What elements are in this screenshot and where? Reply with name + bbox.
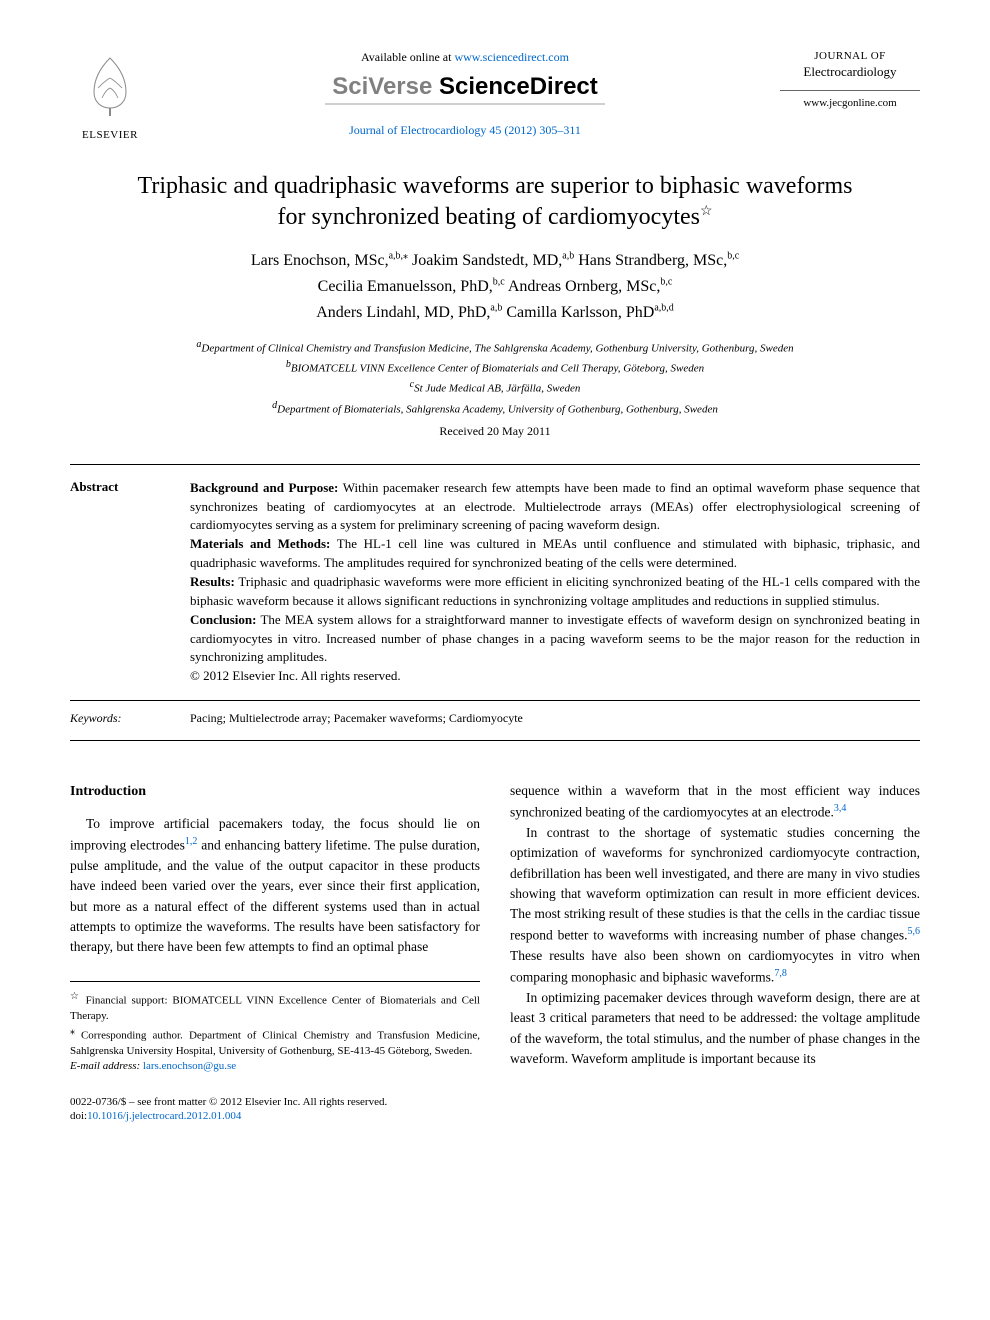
fn2-text: Corresponding author. Department of Clin…: [70, 1029, 480, 1056]
keywords-row: Keywords: Pacing; Multielectrode array; …: [70, 700, 920, 726]
author-7-affil: a,b,d: [654, 302, 673, 313]
ref-5-6[interactable]: 5,6: [908, 926, 921, 937]
c1p1b: and enhancing battery lifetime. The puls…: [70, 838, 480, 954]
jecg-link[interactable]: www.jecgonline.com: [780, 97, 920, 109]
email-link[interactable]: lars.enochson@gu.se: [143, 1060, 236, 1072]
elsevier-tree-icon: [80, 50, 140, 120]
intro-heading: Introduction: [70, 781, 480, 802]
page-container: ELSEVIER Available online at www.science…: [0, 0, 990, 1163]
author-4-affil: b,c: [493, 277, 505, 288]
author-5: Andreas Ornberg, MSc,: [508, 278, 661, 295]
header-right: JOURNAL OF Electrocardiology www.jecgonl…: [780, 50, 920, 109]
doi-link[interactable]: 10.1016/j.jelectrocard.2012.01.004: [87, 1110, 241, 1122]
affiliations-block: aDepartment of Clinical Chemistry and Tr…: [70, 337, 920, 418]
author-3: Hans Strandberg, MSc,: [578, 252, 727, 269]
author-2: Joakim Sandstedt, MD,: [412, 252, 562, 269]
c2-p2: In contrast to the shortage of systemati…: [510, 823, 920, 988]
abs-mm-label: Materials and Methods:: [190, 536, 330, 551]
ref-7-8[interactable]: 7,8: [774, 968, 787, 979]
header-row: ELSEVIER Available online at www.science…: [70, 50, 920, 141]
abs-bg-label: Background and Purpose:: [190, 480, 338, 495]
journal-subtitle: Electrocardiology: [780, 64, 920, 91]
abs-res-label: Results:: [190, 574, 235, 589]
abstract-label: Abstract: [70, 479, 190, 495]
bottom-meta: 0022-0736/$ – see front matter © 2012 El…: [70, 1095, 920, 1124]
authors-block: Lars Enochson, MSc,a,b,⁎ Joakim Sandsted…: [70, 248, 920, 325]
author-6: Anders Lindahl, MD, PhD,: [316, 304, 490, 321]
article-title: Triphasic and quadriphasic waveforms are…: [130, 171, 860, 233]
email-label: E-mail address:: [70, 1060, 143, 1072]
author-1-affil: a,b,⁎: [389, 251, 408, 262]
footnote-email: E-mail address: lars.enochson@gu.se: [70, 1059, 480, 1074]
journal-of-label: JOURNAL OF: [780, 50, 920, 62]
title-line2: for synchronized beating of cardiomyocyt…: [277, 204, 700, 230]
elsevier-logo: ELSEVIER: [70, 50, 150, 141]
title-line1: Triphasic and quadriphasic waveforms are…: [138, 173, 853, 199]
author-7: Camilla Karlsson, PhD: [506, 304, 654, 321]
author-4: Cecilia Emanuelsson, PhD,: [318, 278, 493, 295]
received-date: Received 20 May 2011: [70, 424, 920, 439]
c2-p3: In optimizing pacemaker devices through …: [510, 988, 920, 1069]
column-left: Introduction To improve artificial pacem…: [70, 781, 480, 1075]
header-center: Available online at www.sciencedirect.co…: [150, 50, 780, 138]
author-3-affil: b,c: [727, 251, 739, 262]
sciverse-logo: SciVerse ScienceDirect: [170, 73, 760, 101]
abstract-content: Background and Purpose: Within pacemaker…: [190, 479, 920, 686]
footnote-2: ⁎ Corresponding author. Department of Cl…: [70, 1025, 480, 1059]
available-online-prefix: Available online at: [361, 50, 454, 64]
keywords-label: Keywords:: [70, 711, 190, 726]
fn-star-icon: ☆: [70, 991, 86, 1002]
affil-d: Department of Biomaterials, Sahlgrenska …: [277, 403, 718, 415]
front-matter-line: 0022-0736/$ – see front matter © 2012 El…: [70, 1095, 920, 1109]
abstract-left-col: Abstract: [70, 479, 190, 686]
logo-divider: [325, 103, 605, 105]
journal-reference[interactable]: Journal of Electrocardiology 45 (2012) 3…: [170, 123, 760, 138]
fn-corr-icon: ⁎: [70, 1026, 81, 1037]
keywords-text: Pacing; Multielectrode array; Pacemaker …: [190, 711, 523, 726]
affil-a: Department of Clinical Chemistry and Tra…: [201, 343, 793, 355]
abstract-box: Abstract Background and Purpose: Within …: [70, 464, 920, 741]
abs-con-text: The MEA system allows for a straightforw…: [190, 612, 920, 665]
author-2-affil: a,b: [562, 251, 574, 262]
doi-prefix: doi:: [70, 1110, 87, 1122]
sciverse-prefix: SciVerse: [332, 73, 432, 100]
available-online: Available online at www.sciencedirect.co…: [170, 50, 760, 65]
elsevier-label: ELSEVIER: [70, 129, 150, 141]
abs-copyright: © 2012 Elsevier Inc. All rights reserved…: [190, 668, 401, 683]
c2p1a: sequence within a waveform that in the m…: [510, 783, 920, 820]
c2p2b: These results have also been shown on ca…: [510, 948, 920, 985]
abs-con-label: Conclusion:: [190, 612, 256, 627]
author-5-affil: b,c: [660, 277, 672, 288]
sciencedirect-link[interactable]: www.sciencedirect.com: [454, 50, 569, 64]
c2-p1: sequence within a waveform that in the m…: [510, 781, 920, 823]
title-star-icon: ☆: [700, 204, 713, 219]
c2p2a: In contrast to the shortage of systemati…: [510, 825, 920, 943]
affil-b: BIOMATCELL VINN Excellence Center of Bio…: [291, 363, 704, 375]
author-1: Lars Enochson, MSc,: [251, 252, 389, 269]
footnotes-block: ☆ Financial support: BIOMATCELL VINN Exc…: [70, 981, 480, 1074]
fn1-text: Financial support: BIOMATCELL VINN Excel…: [70, 995, 480, 1022]
intro-para-1: To improve artificial pacemakers today, …: [70, 814, 480, 957]
footnote-1: ☆ Financial support: BIOMATCELL VINN Exc…: [70, 990, 480, 1024]
abs-res-text: Triphasic and quadriphasic waveforms wer…: [190, 574, 920, 608]
ref-1-2[interactable]: 1,2: [185, 836, 198, 847]
ref-3-4[interactable]: 3,4: [834, 803, 847, 814]
author-6-affil: a,b: [490, 302, 502, 313]
doi-line: doi:10.1016/j.jelectrocard.2012.01.004: [70, 1109, 920, 1123]
affil-c: St Jude Medical AB, Järfälla, Sweden: [414, 383, 580, 395]
column-right: sequence within a waveform that in the m…: [510, 781, 920, 1075]
sciencedirect-text: ScienceDirect: [432, 73, 597, 100]
body-columns: Introduction To improve artificial pacem…: [70, 781, 920, 1075]
